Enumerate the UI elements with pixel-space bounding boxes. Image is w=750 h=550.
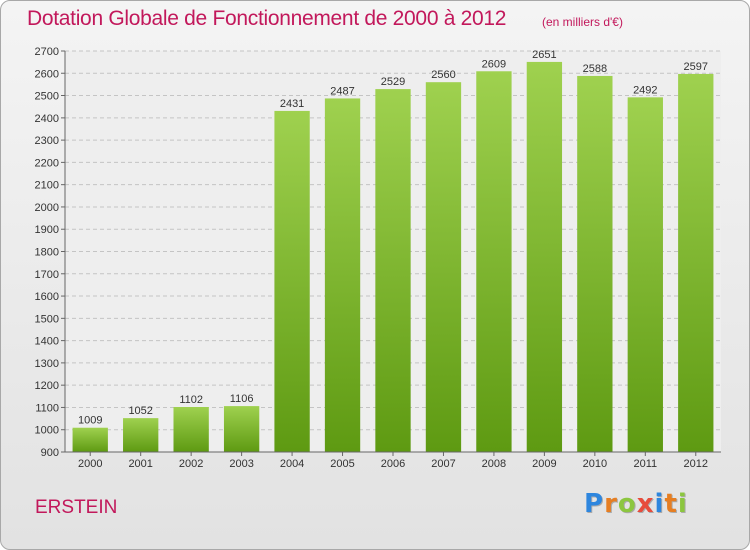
- y-tick-label: 2600: [35, 68, 59, 80]
- y-tick-label: 1700: [35, 269, 59, 281]
- y-tick-label: 2700: [35, 46, 59, 58]
- bar-value-label: 2651: [532, 49, 556, 61]
- logo-letter: P: [584, 489, 605, 519]
- bar: [678, 73, 714, 453]
- bar: [425, 82, 462, 452]
- logo-letter: i: [654, 489, 665, 519]
- bar: [324, 98, 361, 453]
- y-tick-label: 1200: [35, 380, 59, 392]
- bar-value-label: 1106: [230, 393, 254, 405]
- y-tick-label: 2000: [35, 202, 59, 214]
- x-tick-label: 2005: [330, 458, 354, 470]
- y-tick-label: 2400: [35, 113, 59, 125]
- logo-letter: t: [664, 489, 678, 519]
- x-tick-label: 2000: [78, 458, 102, 470]
- x-tick-label: 2002: [179, 458, 203, 470]
- bar-value-label: 1052: [128, 405, 152, 417]
- bar-value-label: 2492: [633, 84, 657, 96]
- y-tick-label: 1300: [35, 358, 59, 370]
- x-tick-label: 2010: [583, 458, 607, 470]
- x-tick-label: 2008: [482, 458, 506, 470]
- bar: [123, 418, 159, 452]
- logo-letter: i: [677, 489, 688, 519]
- bar: [526, 61, 563, 453]
- y-tick-label: 2300: [35, 135, 59, 147]
- commune-name: ERSTEIN: [35, 497, 118, 518]
- y-tick-label: 1000: [35, 425, 59, 437]
- x-tick-label: 2009: [532, 458, 556, 470]
- y-tick-label: 1400: [35, 336, 59, 348]
- x-tick-label: 2007: [431, 458, 455, 470]
- bar-value-label: 2560: [431, 69, 455, 81]
- bar-value-label: 2529: [381, 76, 405, 88]
- bar: [627, 97, 663, 453]
- chart-subtitle: (en milliers d'€): [542, 15, 623, 29]
- bar: [375, 89, 411, 452]
- proxiti-logo: Proxiti: [584, 489, 688, 519]
- bar: [223, 406, 260, 452]
- y-tick-label: 1800: [35, 247, 59, 259]
- x-tick-label: 2001: [128, 458, 152, 470]
- bar: [274, 110, 310, 453]
- bar-value-label: 2431: [280, 98, 304, 110]
- x-tick-label: 2003: [229, 458, 253, 470]
- y-tick-label: 1900: [35, 224, 59, 236]
- bar-value-label: 2588: [583, 63, 607, 75]
- x-tick-label: 2004: [280, 458, 304, 470]
- bar: [577, 75, 613, 452]
- x-tick-label: 2006: [381, 458, 405, 470]
- y-tick-label: 900: [41, 447, 59, 459]
- logo-letter: r: [604, 489, 618, 519]
- bar-value-label: 1009: [78, 415, 102, 427]
- bar-value-label: 2609: [482, 58, 506, 70]
- x-tick-label: 2012: [684, 458, 708, 470]
- bar-value-label: 1102: [179, 394, 203, 406]
- y-tick-label: 2100: [35, 180, 59, 192]
- bar-value-label: 2487: [330, 85, 354, 97]
- bar-value-label: 2597: [684, 61, 708, 73]
- x-tick-label: 2011: [633, 458, 657, 470]
- logo-letter: x: [636, 489, 655, 519]
- bar: [476, 71, 512, 453]
- y-tick-label: 2500: [35, 91, 59, 103]
- y-tick-label: 2200: [35, 157, 59, 169]
- chart-title: Dotation Globale de Fonctionnement de 20…: [27, 7, 507, 30]
- y-tick-label: 1100: [35, 402, 59, 414]
- logo-letter: o: [617, 489, 637, 519]
- bar: [72, 427, 108, 452]
- y-tick-label: 1600: [35, 291, 59, 303]
- y-tick-label: 1500: [35, 313, 59, 325]
- bar: [173, 406, 209, 452]
